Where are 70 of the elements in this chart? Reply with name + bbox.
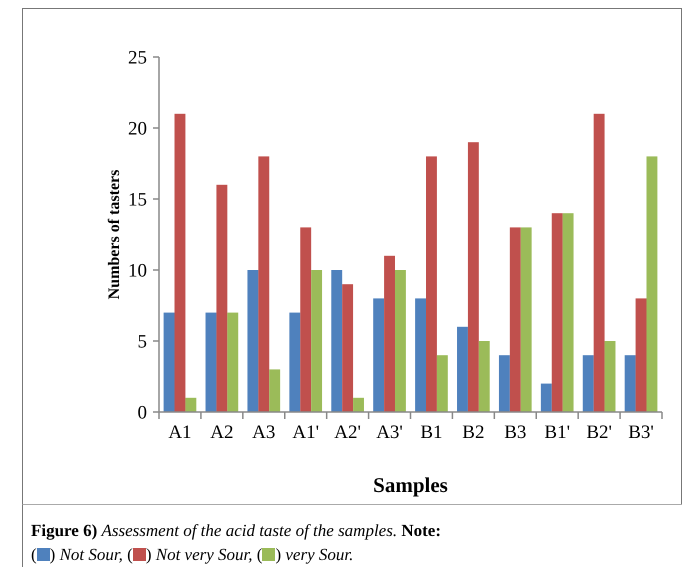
- bar: [373, 298, 384, 412]
- bar: [353, 398, 364, 412]
- bar: [552, 213, 563, 412]
- bar: [174, 114, 186, 412]
- text: ): [275, 545, 282, 564]
- bar: [457, 326, 468, 412]
- x-tick-label: B2': [586, 422, 612, 443]
- y-tick-label: 20: [128, 118, 147, 140]
- x-tick-label: A2': [334, 422, 361, 443]
- bar: [269, 369, 280, 412]
- bar: [206, 312, 216, 412]
- bar: [394, 270, 406, 412]
- x-tick-label: B3': [628, 422, 654, 443]
- y-tick-label: 0: [138, 402, 147, 424]
- bar: [520, 227, 532, 412]
- text: ): [146, 545, 152, 564]
- y-axis-title: Numbers of tasters: [106, 170, 123, 300]
- caption: Figure 6) Assessment of the acid taste of the samples.: [31, 521, 398, 540]
- x-tick-label: A1': [292, 422, 320, 443]
- bar: [562, 213, 574, 412]
- text: ): [50, 545, 56, 564]
- x-tick-label: B3: [504, 422, 526, 443]
- text: (: [256, 545, 262, 564]
- x-tick-label: B2: [462, 422, 484, 443]
- text: (: [31, 545, 37, 564]
- bar: [624, 355, 636, 412]
- bar: [498, 355, 510, 412]
- bar: [331, 270, 342, 412]
- bar: [594, 114, 605, 412]
- bar: [426, 156, 437, 412]
- text: ,: [118, 545, 123, 564]
- x-tick-label: B1: [420, 422, 443, 443]
- bar: [478, 341, 490, 412]
- text: (: [127, 545, 133, 564]
- bar: [384, 256, 395, 412]
- bar: [604, 341, 616, 412]
- y-tick-label: 5: [138, 332, 147, 353]
- x-tick-label: A2: [210, 422, 234, 443]
- bar: [164, 312, 175, 412]
- legend-label: Not very Sour: [156, 545, 248, 564]
- y-tick-label: 15: [128, 190, 147, 211]
- x-axis-title: Samples: [373, 473, 448, 497]
- bar: [510, 227, 521, 412]
- bar: [258, 156, 270, 412]
- text: Note:: [401, 521, 441, 540]
- text: ,: [248, 545, 253, 564]
- bar: [227, 312, 238, 412]
- bar: [185, 398, 196, 412]
- bar: [342, 284, 354, 412]
- bar: [300, 227, 312, 412]
- x-tick-label: A3: [252, 422, 276, 443]
- y-tick-label: 25: [128, 48, 147, 69]
- legend-label: Not Sour: [60, 545, 119, 564]
- y-tick-label: 10: [128, 260, 147, 282]
- bar: [289, 312, 300, 412]
- bar: [415, 298, 426, 412]
- bar: [540, 384, 552, 412]
- x-tick-label: B1': [544, 422, 570, 443]
- bar: [216, 184, 228, 412]
- bar: [582, 355, 594, 412]
- bar: [247, 270, 258, 412]
- x-tick-label: A1: [168, 422, 192, 443]
- bar: [311, 270, 322, 412]
- bar: [468, 142, 479, 412]
- bar: [636, 298, 646, 412]
- bar: [646, 156, 658, 412]
- bar: [436, 355, 448, 412]
- legend-label: very Sour: [285, 545, 350, 564]
- text: .: [349, 545, 354, 564]
- x-tick-label: A3': [376, 422, 403, 443]
